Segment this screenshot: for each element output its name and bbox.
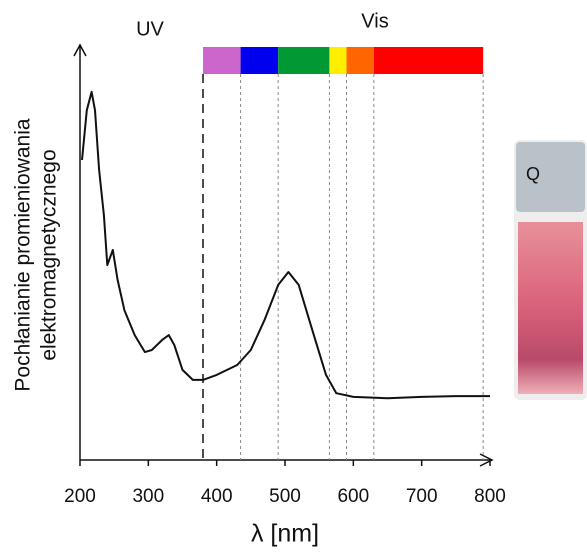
cuvette-liquid — [518, 222, 583, 394]
spectrum-band — [346, 47, 374, 74]
x-axis-label: λ [nm] — [251, 520, 319, 548]
annotation: Vis — [361, 10, 388, 32]
x-tick-label: 400 — [201, 486, 233, 507]
spectrum-band — [240, 47, 279, 74]
x-tick-label: 500 — [269, 486, 301, 507]
y-axis-label: Pochłanianie promieniowania — [12, 118, 35, 391]
cuvette-label: Q — [526, 164, 540, 184]
y-arrow — [73, 43, 87, 57]
x-tick-label: 600 — [337, 486, 369, 507]
x-tick-label: 800 — [474, 486, 506, 507]
spectrum-line — [81, 90, 490, 400]
x-tick-label: 300 — [132, 486, 164, 507]
x-arrow — [479, 453, 494, 467]
cuvette-cap — [516, 142, 585, 212]
spectrum-band — [278, 47, 330, 74]
spectrum-band — [329, 47, 347, 74]
cuvette — [514, 140, 587, 400]
x-tick-label: 700 — [406, 486, 438, 507]
annotation: UV — [136, 18, 164, 40]
spectrum-band — [203, 47, 241, 74]
y-axis-label: elektromagnetycznego — [38, 149, 61, 360]
spectrum-band — [373, 47, 484, 74]
x-tick-label: 200 — [64, 486, 96, 507]
